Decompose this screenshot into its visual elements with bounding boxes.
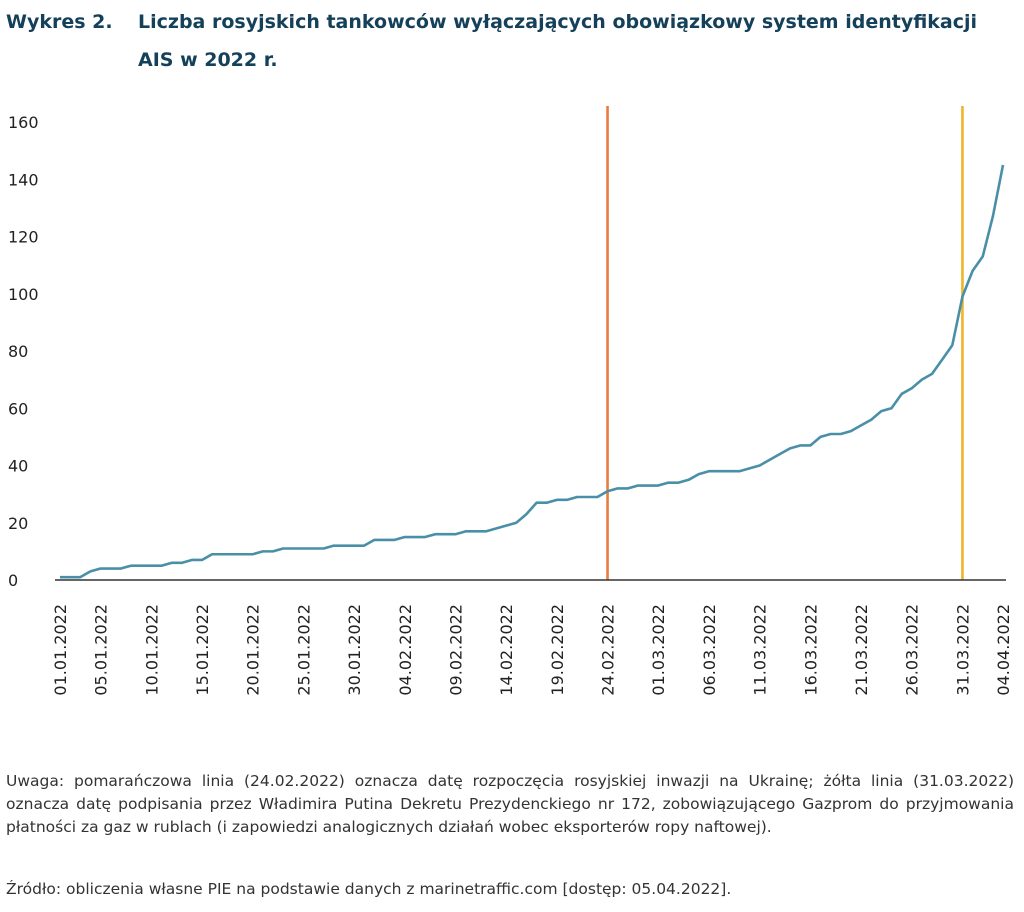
x-tick-label: 11.03.2022 [751,604,770,696]
x-tick-label: 06.03.2022 [700,604,719,696]
y-tick-label: 40 [8,457,28,476]
figure-label: Wykres 2. [6,11,113,33]
y-tick-label: 0 [8,571,18,590]
y-tick-label: 160 [8,113,39,132]
x-tick-label: 20.01.2022 [244,604,263,696]
x-tick-label: 05.01.2022 [92,604,111,696]
x-tick-label: 01.01.2022 [51,604,70,696]
x-axis: 01.01.2022 05.01.2022 10.01.2022 15.01.2022… [51,604,1013,696]
y-tick-label: 80 [8,342,28,361]
x-tick-label: 15.01.2022 [193,604,212,696]
chart-source: Źródło: obliczenia własne PIE na podstaw… [6,880,732,898]
chart-note: Uwaga: pomarańczowa linia (24.02.2022) o… [6,772,1014,836]
x-tick-label: 10.01.2022 [142,604,161,696]
x-tick-label: 24.02.2022 [599,604,618,696]
x-tick-label: 09.02.2022 [446,604,465,696]
x-tick-label: 01.03.2022 [649,604,668,696]
y-tick-label: 60 [8,399,28,418]
x-tick-label: 19.02.2022 [548,604,567,696]
x-tick-label: 14.02.2022 [497,604,516,696]
x-tick-label: 04.02.2022 [396,604,415,696]
y-tick-label: 140 [8,170,39,189]
x-tick-label: 16.03.2022 [801,604,820,696]
y-tick-label: 120 [8,228,39,247]
y-axis: 0 20 40 60 80 100 120 140 160 [8,113,39,590]
series-line [60,164,1005,579]
x-tick-label: 04.04.2022 [994,604,1013,696]
x-tick-label: 31.03.2022 [953,604,972,696]
chart-header: Wykres 2. Liczba rosyjskich tankowców wy… [6,2,1016,79]
chart-title: Liczba rosyjskich tankowców wyłączającyc… [138,11,978,71]
x-tick-label: 26.03.2022 [903,604,922,696]
line-chart: 0 20 40 60 80 100 120 140 160 01.01.2022 05.01.20… [8,106,1013,696]
y-tick-label: 20 [8,514,28,533]
x-tick-label: 25.01.2022 [294,604,313,696]
x-tick-label: 21.03.2022 [852,604,871,696]
x-tick-label: 30.01.2022 [345,604,364,696]
y-tick-label: 100 [8,285,39,304]
event-lines [606,106,964,580]
